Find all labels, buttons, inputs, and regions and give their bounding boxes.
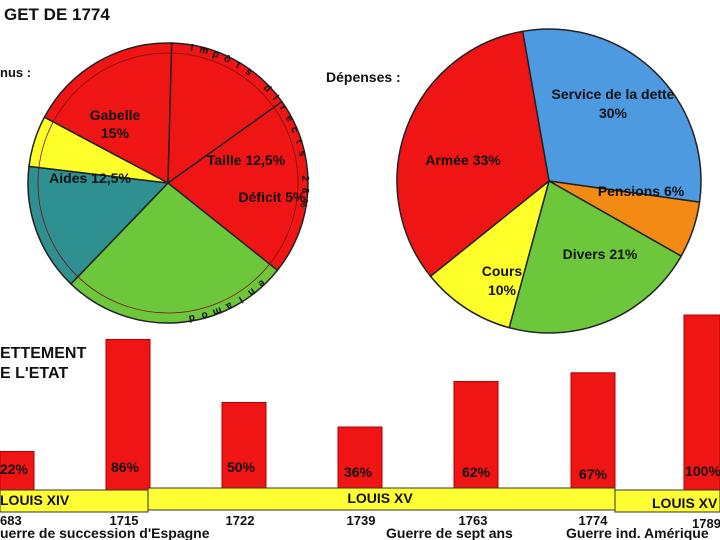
- reign-label: LOUIS XV: [347, 490, 413, 506]
- reign-band: [614, 489, 720, 513]
- arc-label-impots-directs: I: [189, 43, 194, 54]
- depenses-slice: [429, 178, 551, 329]
- recettes-label: nus :: [0, 65, 31, 80]
- year-label: 1739: [347, 513, 376, 528]
- recettes-slice: [43, 42, 173, 185]
- recettes-slice-label: Aides 12,5%: [49, 170, 131, 186]
- depenses-slice-label: Divers 21%: [563, 246, 638, 262]
- arc-label-impots-directs: 2: [299, 175, 310, 181]
- recettes-slice: [167, 42, 283, 185]
- recettes-slice: [166, 100, 309, 272]
- endettement-title-line1: ETTEMENT: [0, 345, 86, 362]
- arc-label-impots-directs: p: [211, 49, 221, 61]
- arc-label-domaine: d: [188, 312, 196, 324]
- arc-label-impots-directs: t: [234, 60, 243, 71]
- endettement-bar-chart: 22% 86% 50% 36% 62% 67% 100% LOUIS XIV LOUIS XV L…: [0, 314, 720, 540]
- depenses-label: Dépenses :: [326, 69, 401, 85]
- recettes-slice-label: Déficit 5%: [239, 189, 306, 205]
- war-event-label: uerre de succession d'Espagne: [0, 525, 210, 540]
- debt-bar-value-label: 50%: [227, 459, 256, 475]
- arc-label-domaine: n: [246, 285, 258, 297]
- depenses-slice-label: Cours: [482, 263, 523, 279]
- year-label: 1715: [110, 513, 139, 528]
- recettes-slice-label: Taille 12,5%: [207, 152, 286, 168]
- recettes-slice: [28, 116, 169, 184]
- depenses-slice-label: 10%: [488, 282, 517, 298]
- arc-label-domaine: a: [224, 299, 234, 312]
- depenses-slice: [508, 179, 683, 334]
- debt-bar: [570, 372, 616, 491]
- endettement-title-line2: E L'ETAT: [0, 365, 68, 382]
- debt-bar-value-label: 86%: [111, 459, 140, 475]
- arc-label-impots-directs: s: [243, 66, 254, 78]
- year-label: 1763: [459, 513, 488, 528]
- debt-bar-value-label: 22%: [0, 461, 29, 477]
- depenses-slice: [396, 30, 550, 278]
- debt-bar: [0, 451, 35, 491]
- depenses-slice-label: Armée 33%: [425, 152, 501, 168]
- reign-label: LOUIS XIV: [0, 492, 70, 508]
- arc-label-impots-directs: ô: [222, 53, 232, 66]
- arc-label-impots-directs: s: [296, 150, 308, 158]
- debt-bar-value-label: 100%: [685, 463, 720, 479]
- recettes-slice: [27, 165, 170, 285]
- recettes-inner-ring: [37, 52, 299, 314]
- reign-label: LOUIS XV: [652, 495, 718, 511]
- depenses-slice-label: 30%: [599, 105, 628, 121]
- arc-label-impots-directs: i: [270, 93, 280, 102]
- arc-label-domaine: m: [211, 304, 223, 317]
- war-event-label: Guerre de sept ans: [386, 525, 513, 540]
- recettes-pie: Gabelle 15% Aides 12,5% Taille 12,5% Déficit…: [27, 42, 310, 324]
- depenses-slice: [521, 28, 702, 203]
- arc-label-impots-directs: 8: [299, 188, 310, 195]
- year-label: 1789: [692, 516, 720, 531]
- arc-label-domaine: i: [236, 294, 244, 305]
- arc-label-impots-directs: %: [297, 198, 309, 209]
- arc-label-impots-directs: r: [277, 103, 288, 112]
- year-label: 1722: [226, 513, 255, 528]
- debt-bar-value-label: 62%: [462, 464, 491, 480]
- war-event-label: Guerre ind. Amérique: [566, 525, 709, 540]
- recettes-slice-label: Gabelle: [90, 107, 141, 123]
- year-label: 1774: [579, 513, 609, 528]
- arc-label-impots-directs: c: [288, 125, 300, 135]
- depenses-slice-label: Service de la dette: [552, 86, 675, 102]
- debt-bar: [105, 339, 151, 491]
- debt-bar: [453, 381, 499, 491]
- arc-label-impots-directs: t: [293, 138, 305, 145]
- recettes-slice: [69, 181, 279, 324]
- debt-bar: [221, 402, 267, 491]
- depenses-slice-label: Pensions 6%: [598, 183, 685, 199]
- arc-label-impots-directs: e: [283, 114, 296, 124]
- year-label: 683: [0, 513, 22, 528]
- depenses-pie: Service de la dette 30% Pensions 6% Divers …: [396, 28, 702, 334]
- debt-bar-value-label: 67%: [579, 466, 608, 482]
- debt-bar: [337, 426, 383, 491]
- arc-label-impots-directs: m: [198, 44, 210, 57]
- arc-label-domaine: e: [255, 277, 267, 289]
- figure-title: GET DE 1774: [4, 5, 110, 24]
- debt-bar-value-label: 36%: [344, 464, 373, 480]
- recettes-slice-label: 15%: [101, 125, 130, 141]
- arc-label-domaine: o: [200, 309, 209, 321]
